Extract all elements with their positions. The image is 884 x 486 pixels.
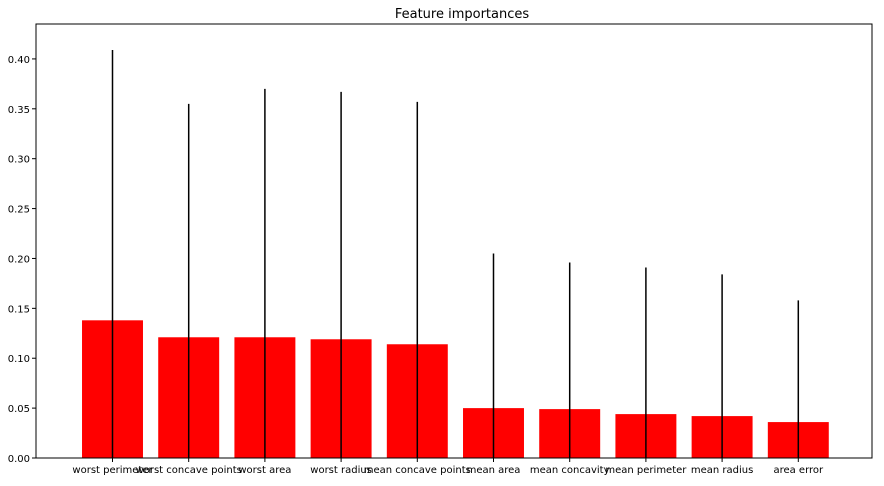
x-tick-label: mean concavity — [530, 465, 610, 476]
y-axis: 0.00 0.05 0.10 0.15 0.20 0.25 0.30 0.35 0.40 — [8, 55, 36, 465]
y-tick-label: 0.25 — [8, 205, 30, 216]
plot-frame — [35, 23, 873, 459]
x-tick-label: area error — [773, 465, 824, 476]
x-tick-label: worst concave points — [136, 465, 242, 476]
y-tick-label: 0.30 — [8, 155, 30, 166]
x-tick-label: mean area — [467, 465, 521, 476]
y-tick-label: 0.40 — [8, 55, 30, 66]
chart-title: Feature importances — [395, 7, 530, 22]
x-tick-label: mean perimeter — [605, 465, 687, 476]
y-tick-label: 0.20 — [8, 254, 30, 265]
bars-group — [82, 320, 829, 458]
x-tick-label: worst radius — [310, 465, 372, 476]
error-bars-group — [111, 49, 800, 458]
x-tick-label: worst perimeter — [72, 465, 153, 476]
x-tick-label: mean concave points — [364, 465, 471, 476]
y-tick-label: 0.35 — [8, 105, 30, 116]
y-tick-label: 0.05 — [8, 404, 30, 415]
x-tick-label: mean radius — [691, 465, 753, 476]
y-tick-label: 0.15 — [8, 304, 30, 315]
y-tick-label: 0.00 — [8, 454, 30, 465]
y-tick-label: 0.10 — [8, 354, 30, 365]
x-tick-label: worst area — [238, 465, 291, 476]
